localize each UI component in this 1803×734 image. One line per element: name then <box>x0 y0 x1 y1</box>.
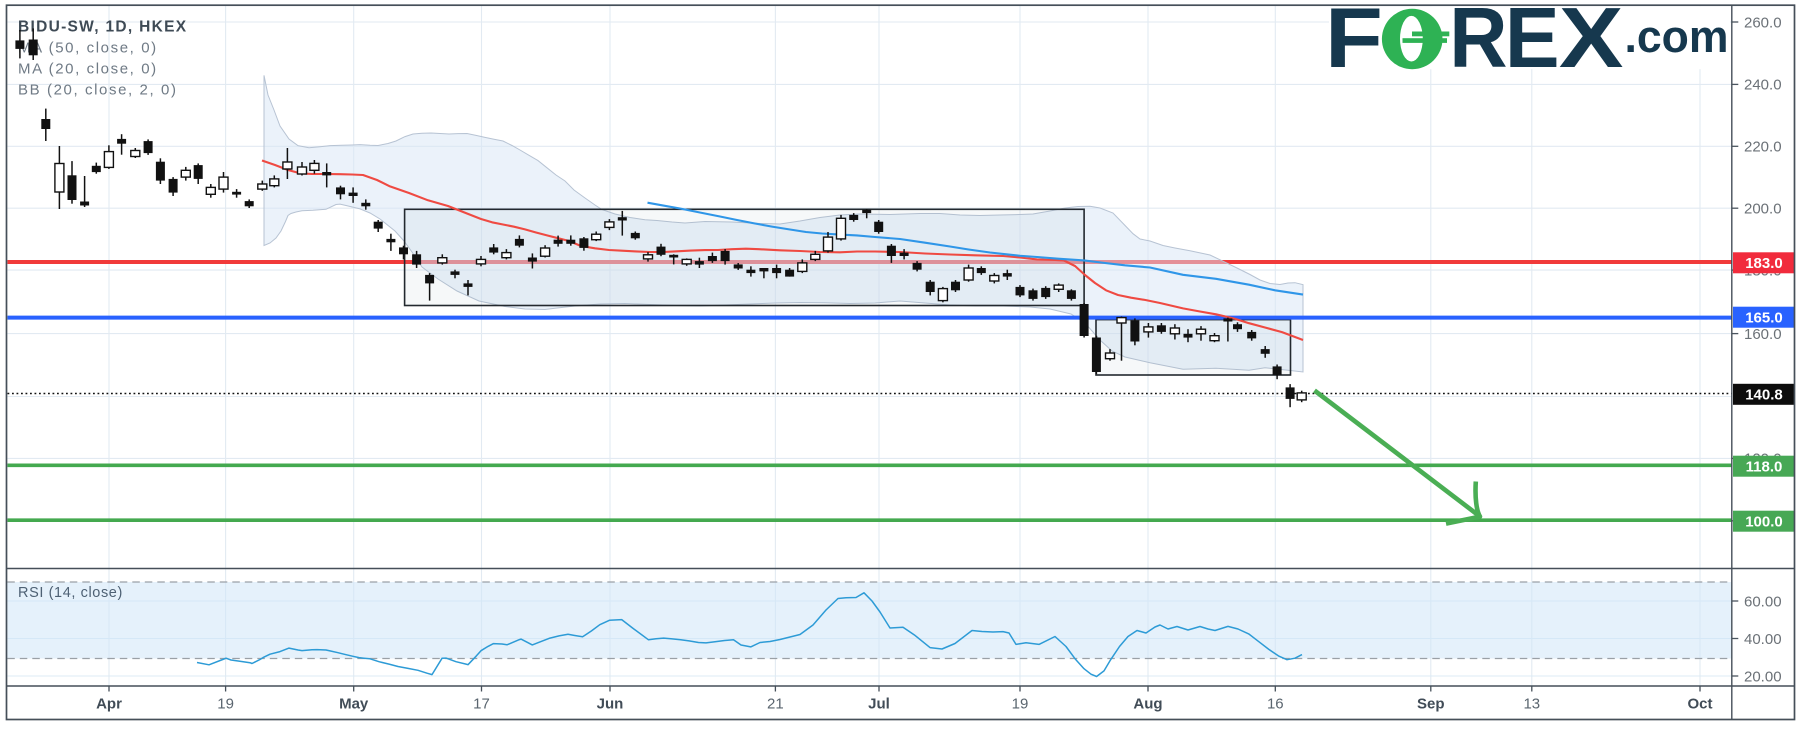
svg-text:100.0: 100.0 <box>1745 514 1783 531</box>
svg-text:183.0: 183.0 <box>1745 255 1783 272</box>
svg-text:F: F <box>1325 0 1383 86</box>
svg-text:20.00: 20.00 <box>1744 668 1782 685</box>
svg-text:MA (20, close, 0): MA (20, close, 0) <box>18 61 158 78</box>
svg-text:Sep: Sep <box>1417 696 1445 713</box>
svg-text:240.0: 240.0 <box>1744 77 1782 94</box>
svg-text:BB (20, close, 2, 0): BB (20, close, 2, 0) <box>18 82 178 99</box>
svg-text:40.00: 40.00 <box>1744 631 1782 648</box>
svg-text:118.0: 118.0 <box>1746 459 1783 476</box>
svg-text:165.0: 165.0 <box>1745 310 1783 327</box>
svg-text:MA (50, close, 0): MA (50, close, 0) <box>18 40 158 57</box>
svg-text:E: E <box>1505 0 1560 86</box>
svg-text:X: X <box>1559 0 1624 86</box>
svg-text:260.0: 260.0 <box>1744 14 1782 31</box>
svg-text:200.0: 200.0 <box>1744 201 1782 218</box>
svg-text:BIDU-SW, 1D, HKEX: BIDU-SW, 1D, HKEX <box>18 19 187 36</box>
svg-text:17: 17 <box>473 696 490 713</box>
svg-text:May: May <box>339 696 369 713</box>
svg-text:RSI (14, close): RSI (14, close) <box>18 585 123 601</box>
svg-text:21: 21 <box>767 696 784 713</box>
svg-text:140.8: 140.8 <box>1745 387 1783 404</box>
svg-text:13: 13 <box>1523 696 1540 713</box>
svg-text:Apr: Apr <box>96 696 122 713</box>
svg-text:19: 19 <box>217 696 234 713</box>
svg-text:.com: .com <box>1625 11 1729 62</box>
svg-text:Oct: Oct <box>1687 696 1712 713</box>
svg-text:16: 16 <box>1267 696 1284 713</box>
svg-text:60.00: 60.00 <box>1744 593 1782 610</box>
svg-text:Jul: Jul <box>868 696 890 713</box>
svg-text:R: R <box>1449 0 1507 86</box>
svg-text:Jun: Jun <box>597 696 624 713</box>
svg-text:220.0: 220.0 <box>1744 139 1782 156</box>
svg-text:160.0: 160.0 <box>1744 326 1782 343</box>
svg-text:19: 19 <box>1012 696 1029 713</box>
svg-text:Aug: Aug <box>1133 696 1162 713</box>
